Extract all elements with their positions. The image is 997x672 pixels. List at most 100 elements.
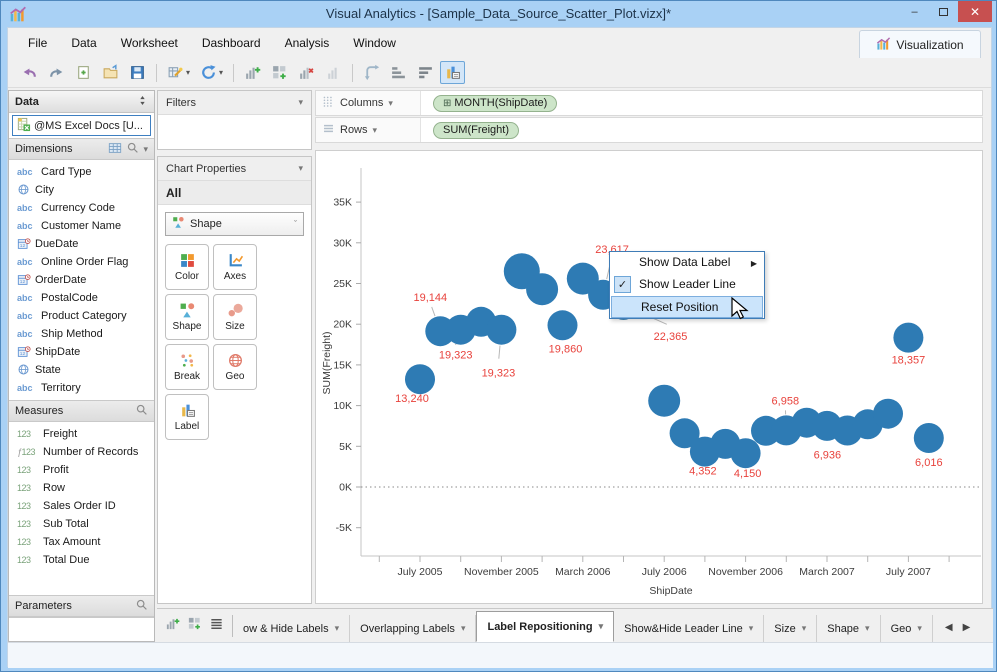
search-icon[interactable] xyxy=(135,598,148,614)
measure-field[interactable]: 123 Sales Order ID xyxy=(9,497,154,515)
search-icon[interactable] xyxy=(126,141,139,157)
color-property-button[interactable]: Color xyxy=(165,244,209,290)
new-dashboard-icon[interactable] xyxy=(187,616,202,634)
refresh-button[interactable]: ▾ xyxy=(196,61,227,84)
data-label[interactable]: 6,958 xyxy=(772,395,800,407)
maximize-button[interactable] xyxy=(929,1,958,22)
open-button[interactable] xyxy=(98,61,123,84)
add-worksheet-button[interactable] xyxy=(240,61,265,84)
geo-property-button[interactable]: Geo xyxy=(213,344,257,390)
label-property-button[interactable]: Label xyxy=(165,394,209,440)
scatter-point[interactable] xyxy=(405,364,435,395)
context-menu-item[interactable]: Reset Position xyxy=(611,296,763,318)
menu-file[interactable]: File xyxy=(28,36,48,50)
chevron-down-icon[interactable]: ▾ xyxy=(865,623,870,633)
data-label[interactable]: 6,936 xyxy=(814,450,842,462)
label-marks-button[interactable] xyxy=(440,61,466,84)
collapse-icon[interactable]: ▾ xyxy=(298,163,303,173)
chevron-down-icon[interactable]: ▾ xyxy=(748,623,754,633)
redo-button[interactable] xyxy=(44,61,69,84)
sheet-tab[interactable]: Shape ▾ xyxy=(817,615,881,642)
add-dashboard-button[interactable] xyxy=(267,61,292,84)
data-label[interactable]: 4,150 xyxy=(734,468,762,480)
search-icon[interactable] xyxy=(135,403,148,419)
measure-field[interactable]: 123 Sub Total xyxy=(9,515,154,533)
dimension-field[interactable]: abc Territory xyxy=(9,379,154,397)
dimension-field[interactable]: abc Currency Code xyxy=(9,199,154,217)
new-workbook-button[interactable] xyxy=(71,61,96,84)
shape-property-button[interactable]: Shape xyxy=(165,294,209,340)
delete-worksheet-button[interactable] xyxy=(294,61,319,84)
chevron-down-icon[interactable]: ▾ xyxy=(186,68,191,77)
context-menu-item[interactable]: Show Data Label ▶ xyxy=(610,252,764,274)
dimension-field[interactable]: abc PostalCode xyxy=(9,289,154,307)
columns-pill[interactable]: ⊞ MONTH(ShipDate) xyxy=(433,94,558,112)
data-label[interactable]: 4,352 xyxy=(689,466,717,478)
tab-scroll-left-icon[interactable]: ◀ xyxy=(944,622,953,633)
mark-type-dropdown[interactable]: Shape ˇ xyxy=(165,212,304,236)
sort-ascending-button[interactable] xyxy=(386,61,411,84)
dimension-field[interactable]: abc Online Order Flag xyxy=(9,253,154,271)
dimension-field[interactable]: abc Ship Method xyxy=(9,325,154,343)
chevron-down-icon[interactable]: ▾ xyxy=(598,621,604,631)
chevron-down-icon[interactable]: ▾ xyxy=(219,68,224,77)
menu-data[interactable]: Data xyxy=(71,36,97,50)
sheet-list-icon[interactable] xyxy=(209,616,224,634)
break-property-button[interactable]: Break xyxy=(165,344,209,390)
sheet-tab[interactable]: Size ▾ xyxy=(764,615,818,642)
sheet-tab[interactable]: Show&Hide Leader Line ▾ xyxy=(614,615,765,642)
menu-worksheet[interactable]: Worksheet xyxy=(120,36,178,50)
dimension-field[interactable]: 12 OrderDate xyxy=(9,271,154,289)
chevron-down-icon[interactable]: ▾ xyxy=(801,623,807,633)
menu-dashboard[interactable]: Dashboard xyxy=(201,36,261,50)
data-label[interactable]: 13,240 xyxy=(395,393,429,405)
tab-scroll-right-icon[interactable]: ▶ xyxy=(962,622,971,633)
chevron-down-icon[interactable]: ▾ xyxy=(143,143,148,154)
dimension-field[interactable]: 12 ShipDate xyxy=(9,343,154,361)
chevron-down-icon[interactable]: ▾ xyxy=(917,623,922,633)
scatter-point[interactable] xyxy=(873,398,903,429)
dimension-field[interactable]: abc Card Type xyxy=(9,163,154,181)
measure-field[interactable]: 123 Freight xyxy=(9,425,154,443)
scatter-point[interactable] xyxy=(913,423,944,453)
sheet-tab[interactable]: Label Repositioning ▾ xyxy=(476,611,615,642)
measure-field[interactable]: 123 Row xyxy=(9,479,154,497)
dimension-field[interactable]: 12 DueDate xyxy=(9,235,154,253)
measure-field[interactable]: ƒ123 Number of Records xyxy=(9,443,154,461)
chevron-down-icon[interactable]: ▾ xyxy=(460,623,466,633)
rows-shelf-label[interactable]: Rows ▾ xyxy=(316,118,421,142)
sort-updown-icon[interactable] xyxy=(137,95,148,109)
sort-descending-button[interactable] xyxy=(413,61,438,84)
columns-shelf-label[interactable]: Columns ▾ xyxy=(316,91,421,115)
dimension-field[interactable]: abc Customer Name xyxy=(9,217,154,235)
data-label[interactable]: 19,323 xyxy=(439,350,473,362)
new-worksheet-icon[interactable] xyxy=(165,616,180,634)
measure-field[interactable]: 123 Profit xyxy=(9,461,154,479)
measure-field[interactable]: 123 Tax Amount xyxy=(9,533,154,551)
size-property-button[interactable]: Size xyxy=(213,294,257,340)
close-button[interactable]: ✕ xyxy=(958,1,992,22)
swap-axes-button[interactable] xyxy=(359,61,384,84)
context-menu-item[interactable]: ✓ Show Leader Line xyxy=(610,274,764,296)
chevron-down-icon[interactable]: ▾ xyxy=(334,623,340,633)
scatter-point[interactable] xyxy=(648,384,681,417)
scatter-point[interactable] xyxy=(526,273,559,306)
measure-field[interactable]: 123 Total Due xyxy=(9,551,154,569)
dimension-field[interactable]: City xyxy=(9,181,154,199)
data-source-button[interactable]: ▾ xyxy=(163,61,194,84)
expand-icon[interactable]: ⊞ xyxy=(443,97,452,109)
dimension-field[interactable]: abc Product Category xyxy=(9,307,154,325)
collapse-icon[interactable]: ▾ xyxy=(298,97,303,107)
undo-button[interactable] xyxy=(17,61,42,84)
scatter-point[interactable] xyxy=(669,418,700,449)
sheet-tab[interactable]: ow & Hide Labels ▾ xyxy=(233,615,351,642)
data-label[interactable]: 19,860 xyxy=(549,343,583,355)
dimension-field[interactable]: State xyxy=(9,361,154,379)
axes-property-button[interactable]: Axes xyxy=(213,244,257,290)
menu-analysis[interactable]: Analysis xyxy=(284,36,330,50)
data-label[interactable]: 19,323 xyxy=(482,368,516,380)
sheet-tab[interactable]: Geo ▾ xyxy=(881,615,933,642)
visualization-tab[interactable]: Visualization xyxy=(859,30,981,58)
rows-pill[interactable]: SUM(Freight) xyxy=(433,121,520,139)
minimize-button[interactable]: – xyxy=(911,5,918,18)
